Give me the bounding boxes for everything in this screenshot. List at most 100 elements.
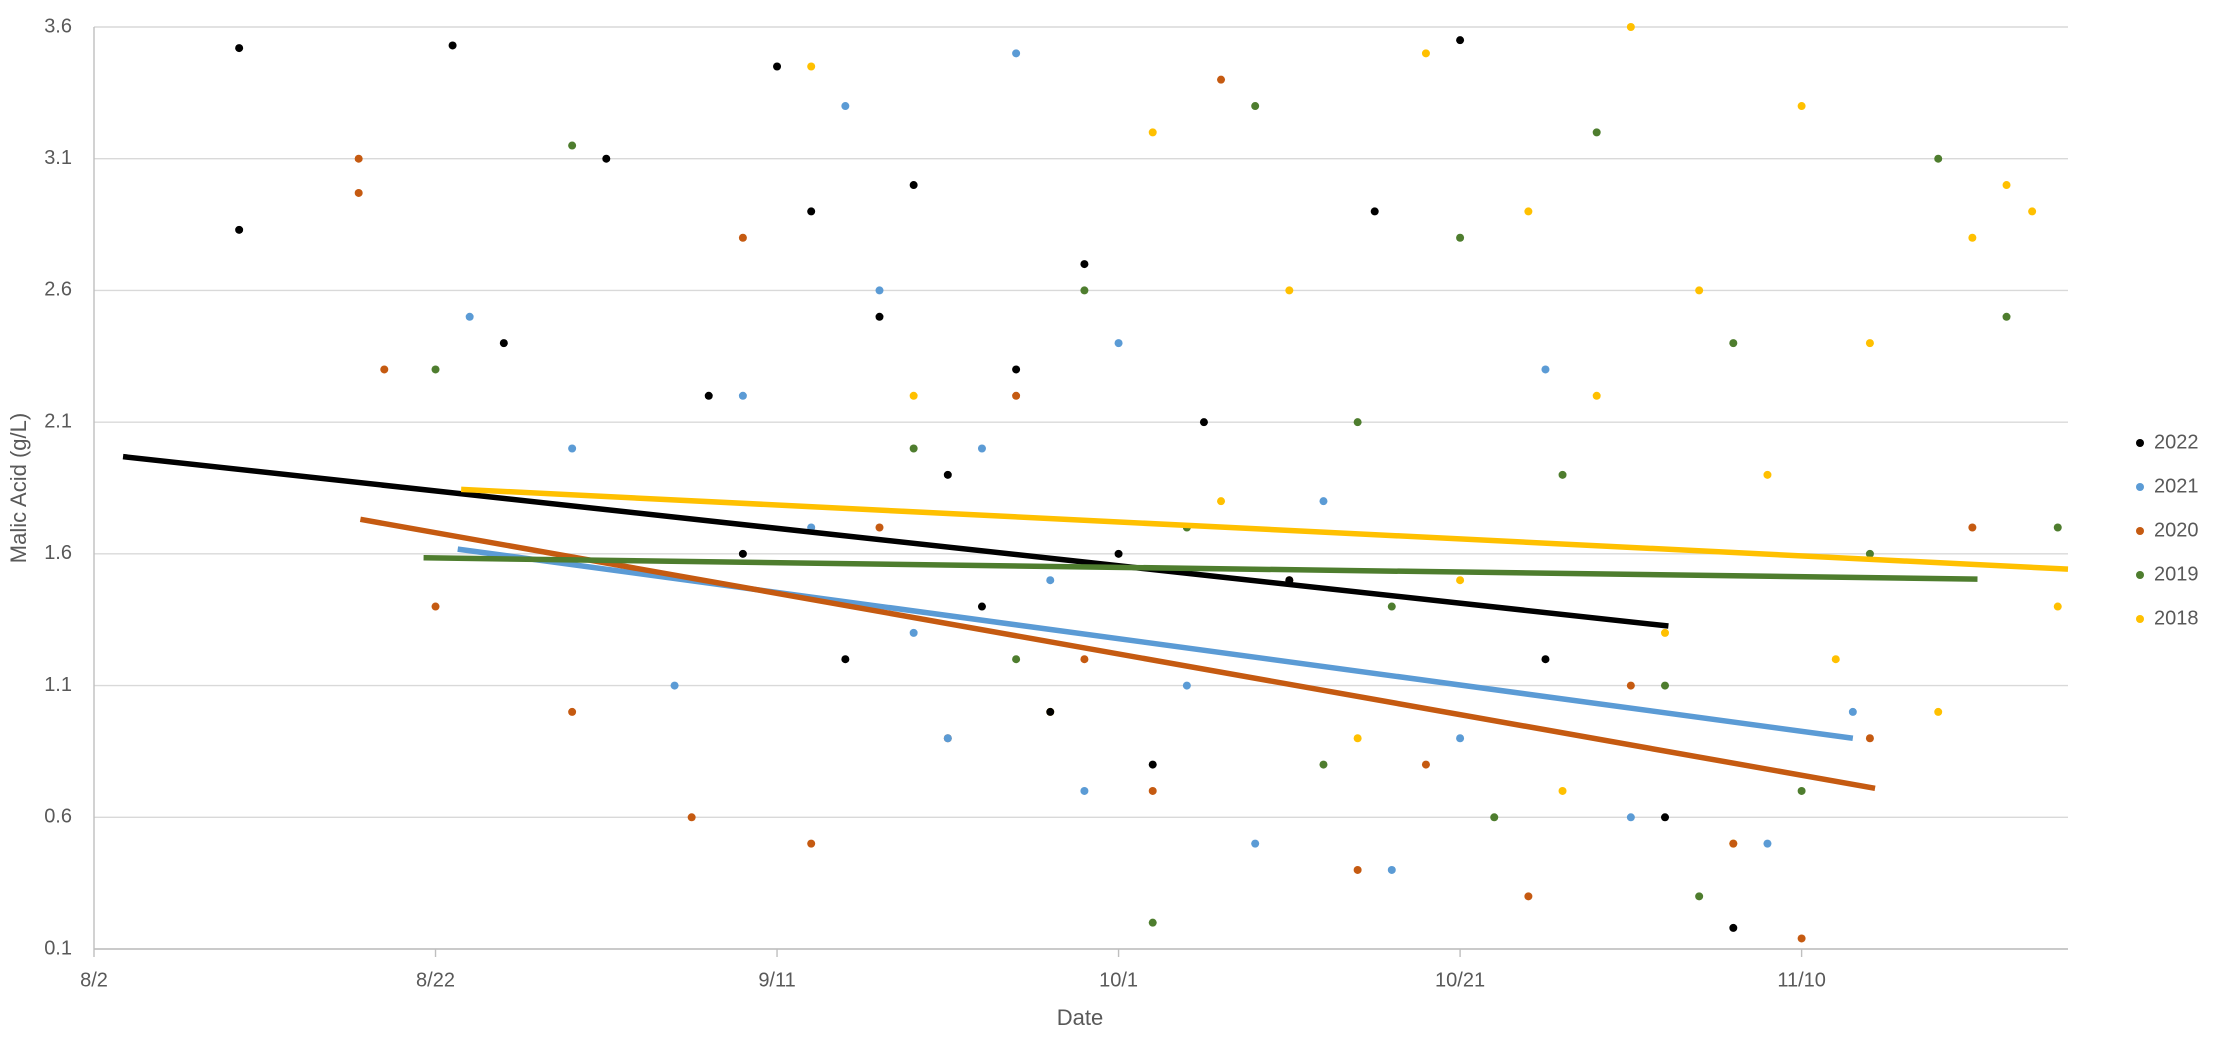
point	[235, 225, 244, 234]
legend-label: 2020	[2154, 519, 2199, 541]
trendline	[359, 516, 1876, 792]
point	[1456, 233, 1465, 242]
x-tick-label: 8/2	[80, 969, 108, 991]
legend-marker	[2136, 527, 2144, 535]
trendline	[457, 546, 1854, 741]
point	[499, 339, 508, 348]
point	[1626, 813, 1635, 822]
point	[1012, 365, 1021, 374]
legend-marker	[2136, 615, 2144, 623]
trendline	[461, 486, 2069, 572]
point	[1421, 760, 1430, 769]
point	[1456, 734, 1465, 743]
x-axis-title: Date	[1057, 1005, 1103, 1030]
point	[1541, 655, 1550, 664]
point	[1387, 865, 1396, 874]
point	[1661, 813, 1670, 822]
point	[687, 813, 696, 822]
point	[1524, 207, 1533, 216]
point	[1046, 576, 1055, 585]
point	[1421, 49, 1430, 58]
point	[1114, 549, 1123, 558]
point	[1661, 681, 1670, 690]
point	[1370, 207, 1379, 216]
point	[2053, 523, 2062, 532]
point	[875, 312, 884, 321]
point	[909, 391, 918, 400]
point	[943, 470, 952, 479]
point	[1285, 286, 1294, 295]
point	[1353, 734, 1362, 743]
point	[738, 391, 747, 400]
point	[1046, 707, 1055, 716]
point	[465, 312, 474, 321]
point	[1148, 128, 1157, 137]
point	[1251, 839, 1260, 848]
y-tick-label: 2.6	[44, 279, 72, 301]
point	[1456, 576, 1465, 585]
point	[431, 365, 440, 374]
legend-label: 2018	[2154, 607, 2199, 629]
point	[704, 391, 713, 400]
point	[875, 523, 884, 532]
point	[1199, 418, 1208, 427]
point	[1968, 523, 1977, 532]
point	[1080, 260, 1089, 269]
point	[1387, 602, 1396, 611]
point	[1558, 786, 1567, 795]
point	[1456, 36, 1465, 45]
point	[1797, 934, 1806, 943]
point	[943, 734, 952, 743]
y-tick-label: 1.1	[44, 674, 72, 696]
y-tick-label: 0.6	[44, 806, 72, 828]
point	[568, 141, 577, 150]
point	[568, 444, 577, 453]
legend-marker	[2136, 483, 2144, 491]
y-tick-label: 0.1	[44, 937, 72, 959]
point	[1217, 75, 1226, 84]
y-tick-label: 1.6	[44, 542, 72, 564]
point	[807, 839, 816, 848]
point	[1695, 892, 1704, 901]
point	[235, 44, 244, 53]
point	[1080, 286, 1089, 295]
point	[1934, 154, 1943, 163]
point	[1763, 839, 1772, 848]
point	[773, 62, 782, 71]
point	[1729, 923, 1738, 932]
point	[1148, 760, 1157, 769]
legend-label: 2022	[2154, 431, 2199, 453]
point	[1797, 102, 1806, 111]
point	[1592, 128, 1601, 137]
point	[1012, 655, 1021, 664]
point	[909, 181, 918, 190]
point	[807, 207, 816, 216]
legend-marker	[2136, 571, 2144, 579]
point	[448, 41, 457, 50]
legend-marker	[2136, 439, 2144, 447]
point	[1831, 655, 1840, 664]
point	[1148, 918, 1157, 927]
point	[807, 62, 816, 71]
trendline	[122, 453, 1669, 629]
point	[2053, 602, 2062, 611]
legend-label: 2019	[2154, 563, 2199, 585]
point	[2002, 312, 2011, 321]
point	[431, 602, 440, 611]
point	[1114, 339, 1123, 348]
point	[841, 655, 850, 664]
point	[1626, 681, 1635, 690]
point	[977, 444, 986, 453]
x-tick-label: 9/11	[758, 969, 795, 991]
point	[380, 365, 389, 374]
point	[1080, 655, 1089, 664]
point	[1319, 497, 1328, 506]
point	[1968, 233, 1977, 242]
point	[354, 154, 363, 163]
point	[354, 188, 363, 197]
point	[1763, 470, 1772, 479]
point	[1148, 786, 1157, 795]
point	[1865, 734, 1874, 743]
point	[738, 549, 747, 558]
point	[2028, 207, 2037, 216]
